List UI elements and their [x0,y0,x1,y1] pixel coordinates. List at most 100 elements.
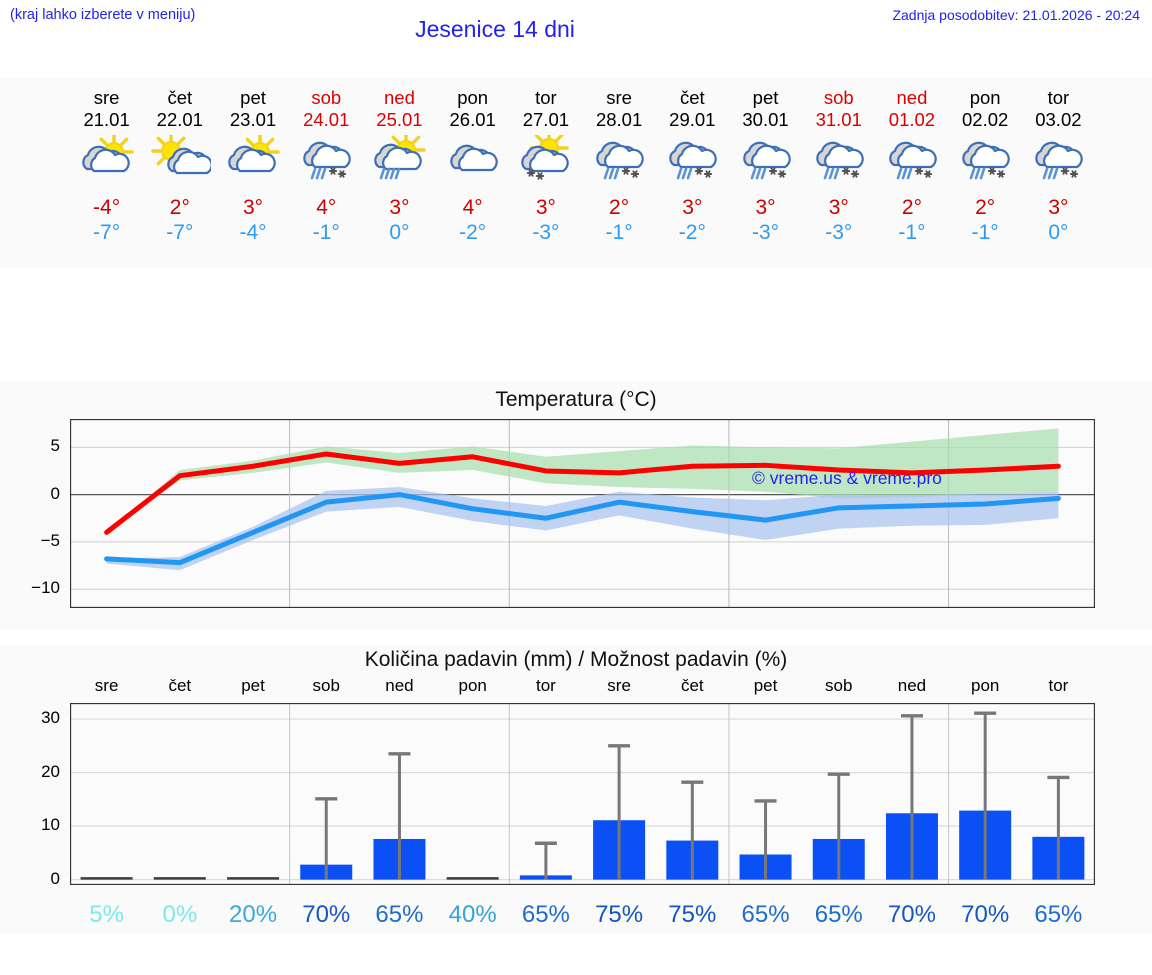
precipitation-probability: 65% [814,901,863,928]
temperature-line [104,492,1061,566]
day-date: 30.01 [742,109,789,130]
forecast-day-column[interactable]: sre 28.01 2° -1° [580,78,659,268]
precipitation-probability: 40% [448,901,497,928]
day-name: ned [384,87,415,108]
precipitation-probability: 65% [375,901,424,928]
day-date: 23.01 [229,109,277,130]
day-date: 21.01 [83,109,130,130]
forecast-day-column[interactable]: čet 22.01 2° -7° [140,78,219,268]
cloud-sleet-icon [799,133,878,193]
cloud-sleet-icon [726,133,805,193]
precipitation-probability: 65% [1034,901,1083,928]
temperature-min: -1° [971,221,999,244]
temperature-min: 0° [389,221,410,244]
precipitation-day-label: čet [680,676,704,695]
day-date: 02.02 [962,109,1009,130]
day-date: 31.01 [815,109,862,130]
y-axis-tick-label: 0 [50,868,60,888]
temperature-min: -4° [239,221,267,244]
day-name: tor [535,87,557,108]
forecast-day-column[interactable]: sob 24.01 4° -1° [287,78,366,268]
day-date: 25.01 [376,109,423,130]
day-date: 26.01 [449,109,496,130]
forecast-day-column[interactable]: pon 02.02 2° -1° [946,78,1025,268]
watermark: © vreme.us & vreme.pro [752,468,942,488]
day-date: 03.02 [1035,109,1082,130]
precipitation-probability: 20% [229,901,278,928]
day-name: pon [969,87,1001,108]
temperature-min: -7° [166,221,194,244]
y-axis-tick-label: 10 [41,815,60,835]
precipitation-probability: 75% [668,901,717,928]
temperature-max: 3° [535,196,556,219]
forecast-day-column[interactable]: tor 27.01 3° -3° [506,78,585,268]
day-date: 28.01 [595,109,643,130]
cloud-sleet-icon [580,133,659,193]
day-name: čet [167,87,193,108]
precipitation-day-label: tor [535,676,556,695]
precipitation-day-label: sob [312,676,340,695]
forecast-day-column[interactable]: sob 31.01 3° -3° [799,78,878,268]
temperature-max: 3° [389,196,410,219]
precipitation-day-label: pet [753,676,778,695]
day-date: 24.01 [303,109,350,130]
precipitation-bar [153,877,206,880]
day-name: pon [457,87,489,108]
temperature-max: 4° [462,196,483,219]
precipitation-probability: 0% [162,901,198,928]
precipitation-probability: 70% [887,901,936,928]
temperature-max: 3° [242,196,264,219]
precipitation-day-label: ned [897,676,927,695]
temperature-min: -3° [751,221,780,244]
temperature-min: -1° [898,221,926,244]
cloud-icon [433,133,512,193]
day-date: 27.01 [522,109,570,130]
precipitation-chart-title: Količina padavin (mm) / Možnost padavin … [364,648,788,671]
forecast-day-column[interactable]: pet 30.01 3° -3° [726,78,805,268]
precipitation-day-label: sob [825,676,853,695]
temperature-band [106,487,1059,571]
forecast-day-column[interactable]: sre 21.01 -4° -7° [67,78,146,268]
precipitation-probability: 65% [741,901,790,928]
day-name: tor [1047,87,1070,108]
sun-cloud-snow-icon [506,133,585,193]
day-name: ned [896,87,928,108]
forecast-day-column[interactable]: čet 29.01 3° -2° [653,78,732,268]
precipitation-probability: 70% [302,901,351,928]
temperature-min: -1° [312,221,340,244]
sun-cloud-icon [214,133,293,193]
precipitation-probability: 5% [89,901,124,928]
y-axis-tick-label: 5 [50,436,60,456]
temperature-max: 3° [755,196,776,219]
temperature-min: 0° [1048,221,1069,244]
cloud-sleet-icon [287,133,366,193]
cloud-sleet-icon [653,133,732,193]
forecast-day-column[interactable]: ned 25.01 3° 0° [360,78,439,268]
last-updated: Zadnja posodobitev: 21.01.2026 - 20:24 [892,7,1140,23]
y-axis-tick-label: 20 [41,761,60,781]
precipitation-day-label: sre [607,676,631,695]
precipitation-bar [227,877,280,880]
precipitation-day-label: čet [168,676,192,695]
menu-note: (kraj lahko izberete v meniju) [10,7,196,23]
daily-forecast-strip: sre 21.01 -4° -7° čet 22.01 2° -7° pet 23.01 3° -4°… [0,78,1152,268]
precipitation-day-label: pon [458,676,487,695]
day-name: sre [93,87,120,108]
temperature-plot [70,419,1095,608]
cloud-sleet-icon [946,133,1025,193]
day-date: 29.01 [669,109,716,130]
precipitation-bar [80,877,133,880]
temperature-max: 4° [316,196,337,219]
forecast-day-column[interactable]: ned 01.02 2° -1° [872,78,951,268]
day-name: pet [752,87,779,108]
precipitation-day-label: pon [970,676,1000,695]
temperature-max: 3° [828,196,849,219]
cloud-sleet-icon [1019,133,1098,193]
page-title: Jesenice 14 dni [415,16,575,42]
page-header: (kraj lahko izberete v meniju) Jesenice … [0,0,1152,78]
y-axis-tick-label: 30 [41,708,60,728]
forecast-day-column[interactable]: pon 26.01 4° -2° [433,78,512,268]
forecast-day-column[interactable]: tor 03.02 3° 0° [1019,78,1098,268]
forecast-day-column[interactable]: pet 23.01 3° -4° [214,78,293,268]
temperature-min: -7° [93,221,121,244]
